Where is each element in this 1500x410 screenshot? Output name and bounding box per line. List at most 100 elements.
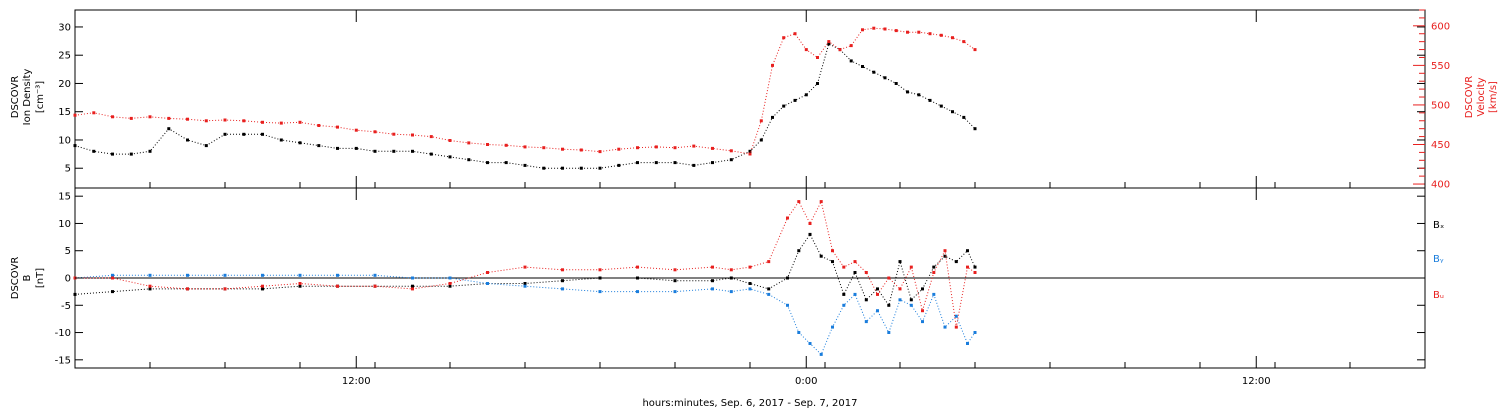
velocity-point	[317, 124, 321, 127]
by-point	[887, 331, 891, 334]
by-point	[111, 273, 114, 277]
velocity-point	[636, 146, 639, 150]
density-point	[92, 149, 96, 153]
density-point	[973, 127, 977, 131]
by-point	[767, 292, 771, 296]
bz-point	[636, 265, 639, 269]
velocity-point	[654, 145, 658, 149]
density-point	[111, 152, 114, 156]
density-point	[617, 163, 621, 167]
b-axis-tick-label: 10	[58, 219, 71, 230]
velocity-point	[771, 63, 774, 67]
bz-point	[921, 309, 924, 313]
velocity-point	[523, 145, 527, 149]
velocity-point	[906, 30, 909, 34]
b-axis-tick-label: 15	[58, 192, 71, 203]
bz-point	[373, 284, 377, 288]
bz-point	[887, 276, 891, 280]
density-axis-tick-label: 20	[58, 79, 71, 90]
by-point	[636, 290, 639, 294]
density-point	[962, 115, 966, 119]
panel1-right-ylabel-line1: DSCOVR	[1464, 76, 1475, 119]
velocity-point	[759, 119, 763, 123]
bz-point	[898, 287, 902, 291]
by-point	[561, 287, 564, 291]
bz-point	[711, 265, 714, 269]
density-velocity-panel: 5 10 15 20 25 30 400 450 500 550 600 DSCOVR Ion D…	[10, 9, 1499, 191]
magnetic-field-panel: -15 -10 -5 0 5 10 15 DSCOVR B [nT] Bₓ Bᵧ Bᵤ	[10, 187, 1444, 369]
velocity-point	[186, 117, 189, 121]
bz-point	[486, 271, 489, 274]
by-point	[853, 292, 857, 296]
bx-point	[887, 303, 891, 307]
density-point	[771, 115, 774, 119]
density-point	[729, 158, 733, 162]
density-axis-tick-label: 10	[58, 135, 71, 146]
density-point	[906, 90, 909, 94]
bz-point	[864, 271, 868, 274]
by-point	[486, 282, 489, 285]
legend-by: Bᵧ	[1433, 254, 1444, 265]
density-point	[354, 146, 358, 150]
by-point	[943, 325, 947, 329]
velocity-point	[504, 143, 508, 147]
velocity-axis-tick-label: 600	[1431, 21, 1450, 32]
velocity-point	[939, 33, 943, 37]
density-point	[148, 149, 152, 153]
density-point	[804, 93, 808, 97]
velocity-point	[242, 119, 246, 123]
bx-point	[819, 254, 823, 258]
by-point	[186, 273, 189, 277]
velocity-point	[951, 36, 954, 40]
velocity-point	[928, 32, 932, 36]
density-point	[928, 98, 932, 102]
bz-point	[831, 249, 834, 253]
velocity-point	[711, 146, 714, 150]
density-point	[411, 149, 414, 153]
density-point	[242, 132, 246, 136]
b-axis-tick-label: -15	[55, 355, 71, 366]
velocity-axis-tick-label: 500	[1431, 100, 1450, 111]
velocity-point	[448, 139, 452, 142]
velocity-point	[838, 48, 842, 52]
by-point	[909, 303, 913, 307]
bx-point	[411, 284, 414, 288]
b-axis-tick-label: -5	[61, 301, 71, 312]
by-point	[864, 320, 868, 324]
bx-point	[748, 282, 752, 285]
x-axis-label: hours:minutes, Sep. 6, 2017 - Sep. 7, 20…	[642, 398, 857, 409]
density-point	[827, 42, 831, 46]
by-series	[73, 273, 977, 356]
bx-point	[636, 276, 639, 280]
panel1-ylabel-line3: [cm⁻³]	[35, 81, 46, 113]
density-point	[872, 70, 876, 74]
bx-trace	[74, 233, 976, 307]
velocity-point	[129, 116, 133, 120]
density-point	[467, 158, 471, 162]
density-point	[486, 161, 489, 165]
bz-point	[336, 284, 339, 288]
bz-point	[748, 265, 752, 269]
velocity-point	[336, 125, 339, 129]
b-axis-tick-label: 5	[65, 246, 71, 257]
by-point	[898, 298, 902, 302]
panel1-right-ylabel-line2: Velocity	[1476, 77, 1487, 116]
b-axis-tick-label: 0	[65, 274, 71, 285]
velocity-point	[486, 143, 489, 146]
bz-point	[448, 282, 452, 285]
bz-point	[298, 282, 302, 285]
panel1-frame	[74, 9, 1426, 189]
density-series	[73, 42, 977, 170]
velocity-point	[793, 32, 797, 36]
velocity-series	[73, 26, 977, 156]
density-point	[861, 65, 864, 68]
bx-series	[73, 232, 977, 307]
density-axis-tick-label: 25	[58, 51, 71, 62]
panel1-left-axis: 5 10 15 20 25 30	[58, 22, 1425, 175]
velocity-point	[962, 40, 966, 44]
density-point	[561, 166, 564, 170]
by-point	[336, 273, 339, 277]
by-point	[842, 303, 846, 307]
x-tick-label: 12:00	[342, 376, 371, 387]
